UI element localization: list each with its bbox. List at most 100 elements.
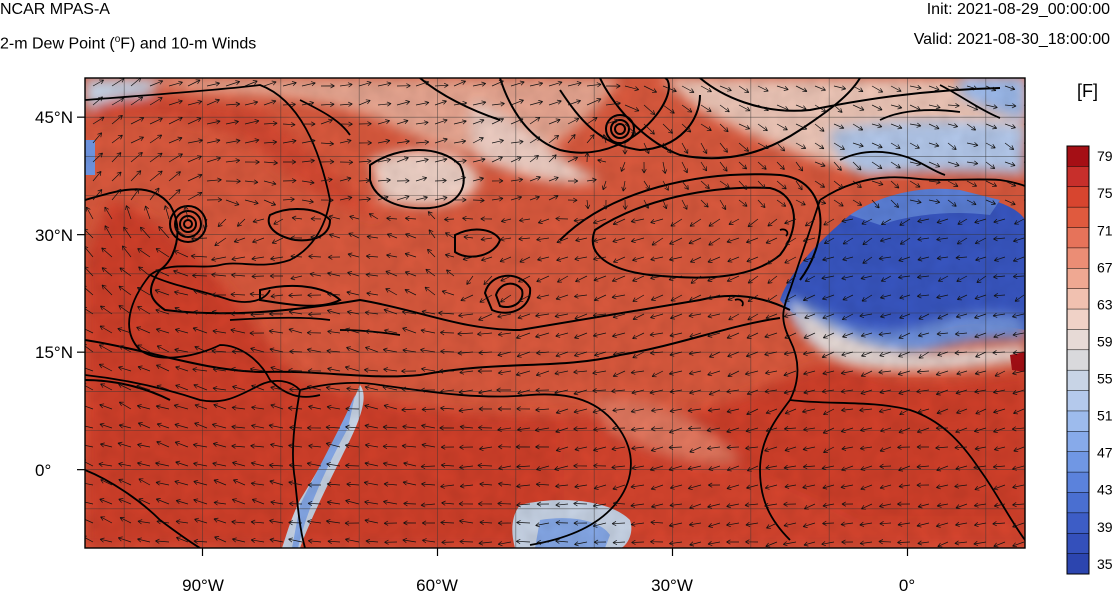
wind-arrow xyxy=(897,274,911,280)
wind-arrow xyxy=(137,442,151,448)
wind-arrow xyxy=(415,100,430,106)
wind-arrow xyxy=(358,158,372,164)
wind-arrow xyxy=(421,481,436,487)
wind-arrow xyxy=(446,269,455,277)
wind-arrow xyxy=(803,389,816,395)
wind-arrow xyxy=(136,404,151,410)
wind-arrow xyxy=(517,313,531,320)
wind-arrow xyxy=(726,465,740,472)
wind-arrow xyxy=(707,503,721,509)
wind-arrow xyxy=(917,256,930,262)
wind-arrow xyxy=(840,388,854,394)
wind-arrow xyxy=(212,442,227,448)
hurricane-ring-1 xyxy=(183,219,193,229)
wind-arrow xyxy=(130,117,145,125)
wind-arrow xyxy=(745,445,759,451)
wind-arrow xyxy=(499,236,512,242)
wind-arrow xyxy=(415,157,429,163)
colorbar-label: 67 xyxy=(1097,259,1113,275)
wind-arrow xyxy=(244,80,258,87)
wind-arrow xyxy=(385,270,398,277)
wind-arrow xyxy=(803,256,816,263)
contour-6 xyxy=(592,186,795,279)
wind-arrow xyxy=(592,522,607,528)
wind-arrow xyxy=(764,446,778,453)
wind-arrow xyxy=(707,313,721,319)
wind-arrow xyxy=(382,424,398,430)
coast-central-america xyxy=(85,374,301,403)
wind-arrow xyxy=(726,444,740,450)
wind-arrow xyxy=(662,85,677,93)
wind-arrow xyxy=(974,388,987,394)
wind-arrow xyxy=(194,345,208,353)
wind-arrow xyxy=(130,136,144,144)
wind-arrow xyxy=(386,253,398,259)
wind-arrow xyxy=(928,104,941,110)
wind-arrow xyxy=(824,237,835,244)
lon-label-60w: 60°W xyxy=(416,576,458,595)
wind-arrow xyxy=(586,116,598,125)
axis-ticks xyxy=(77,116,909,556)
wind-arrow xyxy=(744,502,759,508)
wind-arrow xyxy=(1012,465,1025,471)
wind-arrow xyxy=(689,446,702,453)
wind-arrow xyxy=(118,478,132,486)
wind-arrow xyxy=(747,294,759,303)
wind-arrow xyxy=(643,104,656,115)
coast-south-america xyxy=(299,382,632,546)
wind-arrow xyxy=(764,484,778,490)
wind-arrow xyxy=(966,104,979,111)
wind-arrow xyxy=(187,155,202,163)
wind-arrow xyxy=(719,161,728,172)
wind-arrow xyxy=(548,80,563,87)
wind-arrow xyxy=(339,159,354,165)
wind-arrow xyxy=(491,101,505,107)
wind-arrow xyxy=(301,121,316,127)
wind-arrow xyxy=(213,517,227,524)
wind-arrow xyxy=(497,331,512,337)
wind-arrow xyxy=(214,536,227,543)
wind-arrow xyxy=(438,368,455,374)
wind-arrow xyxy=(483,275,493,286)
wind-arrow xyxy=(690,256,702,263)
contour-10 xyxy=(483,274,532,314)
wind-arrow xyxy=(434,178,447,184)
wind-arrow xyxy=(669,332,683,338)
colorbar-label: 47 xyxy=(1097,445,1113,461)
wind-arrow xyxy=(860,389,873,395)
wind-arrow xyxy=(707,275,721,282)
wind-arrow xyxy=(738,85,750,93)
wind-arrow xyxy=(1013,273,1025,279)
wind-arrow xyxy=(840,370,854,376)
wind-arrow xyxy=(662,123,673,134)
wind-arrow xyxy=(974,313,987,320)
wind-arrow xyxy=(458,501,474,507)
wind-arrow xyxy=(497,313,512,319)
wind-arrow xyxy=(289,501,303,507)
contour-5 xyxy=(267,208,332,242)
field-title-suffix: F) and 10-m Winds xyxy=(120,35,257,53)
wind-arrow xyxy=(421,406,436,412)
wind-arrow xyxy=(973,464,987,470)
wind-arrow xyxy=(346,309,360,315)
wind-arrow xyxy=(231,349,246,355)
wind-arrow xyxy=(804,218,816,227)
wind-arrow xyxy=(98,344,113,353)
wind-arrow xyxy=(861,218,873,225)
wind-arrow xyxy=(631,389,645,395)
wind-arrow xyxy=(955,255,968,261)
wind-arrow xyxy=(651,370,664,378)
wind-arrow xyxy=(700,142,708,154)
wind-arrow xyxy=(745,351,759,358)
wind-arrow xyxy=(453,197,467,203)
wind-arrow xyxy=(765,370,778,376)
wind-arrow xyxy=(440,348,455,354)
wind-arrow xyxy=(632,313,645,321)
wind-arrow xyxy=(301,81,316,87)
wind-arrow xyxy=(586,134,595,144)
wind-arrow xyxy=(833,161,842,171)
wind-arrow xyxy=(119,267,132,277)
wind-arrow xyxy=(974,484,987,491)
wind-arrow xyxy=(396,119,409,125)
wind-arrow xyxy=(764,388,778,394)
